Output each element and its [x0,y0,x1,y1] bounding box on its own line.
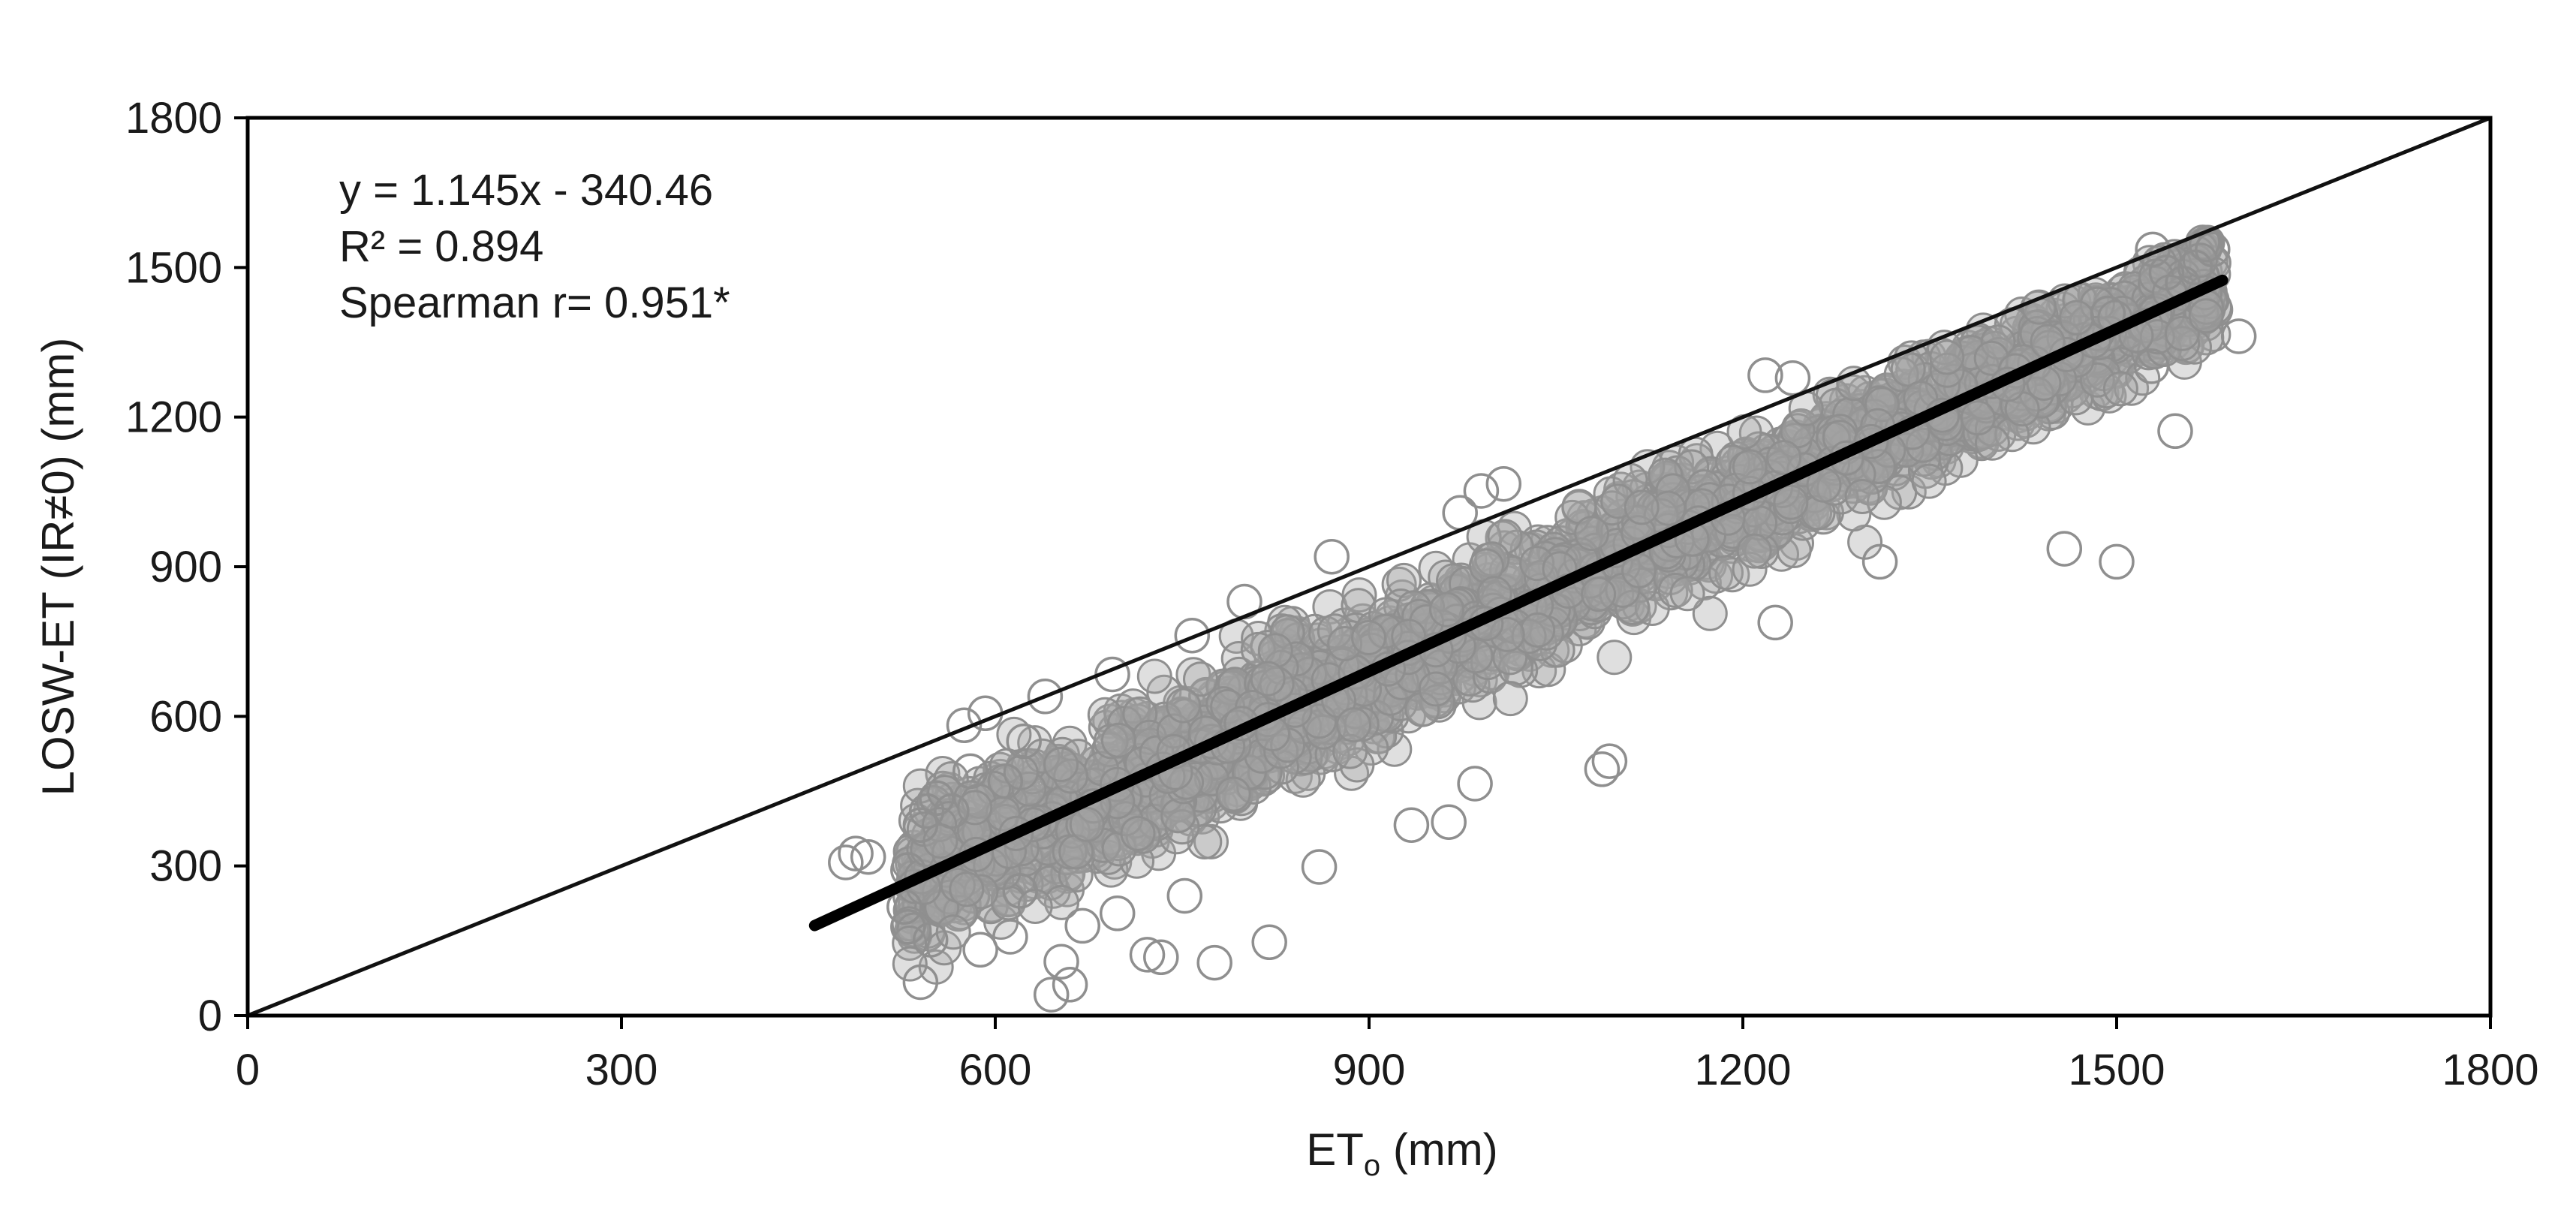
scatter-point [1429,591,1465,628]
y-tick-label: 300 [149,842,222,891]
y-axis-label: LOSW-ET (IR≠0) (mm) [33,338,83,796]
scatter-point [838,835,874,871]
equation-annotation: y = 1.145x - 340.46 [339,166,713,215]
scatter-point [1196,944,1232,981]
scatter-point [2046,531,2083,567]
scatter-point [828,844,864,880]
y-tick-label: 1800 [125,94,222,143]
scatter-point [2157,413,2193,450]
scatter-point [2102,371,2138,407]
scatter-point [1043,944,1079,980]
scatter-point [1250,661,1286,697]
scatter-point [962,932,998,968]
scatter-point [2188,298,2224,334]
scatter-point [1351,620,1386,655]
x-tick-label: 0 [236,1046,260,1094]
scatter-point [1669,576,1705,612]
scatter-point [1052,967,1088,1003]
y-tick-label: 1500 [125,243,222,292]
scatter-point [1591,743,1628,779]
spearman-annotation: Spearman r= 0.951* [339,278,730,327]
scatter-point [2099,543,2135,580]
scatter-point [1960,400,1996,436]
scatter-point [1136,658,1172,694]
scatter-point [1624,489,1660,525]
x-tick-label: 1500 [2068,1046,2165,1094]
x-axis-ticks: 0 300 600 900 1200 1500 1800 [236,1016,2539,1094]
scatter-point [1911,463,1947,499]
x-tick-label: 300 [585,1046,658,1094]
scatter-point [1099,895,1136,932]
x-tick-label: 900 [1333,1046,1406,1094]
scatter-point [1890,351,1926,387]
y-tick-label: 0 [198,992,222,1040]
y-tick-label: 600 [149,692,222,741]
scatter-point [1431,804,1467,840]
scatter-point [1418,671,1454,707]
scatter-point [996,716,1032,752]
scatter-point [1844,479,1880,514]
scatter-point [1166,877,1203,914]
scatter-point [1596,640,1633,676]
scatter-point [1064,907,1100,944]
y-axis-ticks: 0 300 600 900 1200 1500 1800 [125,94,248,1040]
scatter-point [1463,473,1500,509]
scatter-point [2059,299,2094,336]
x-axis-label: ETo (mm) [1306,1124,1498,1182]
scatter-point [957,790,993,826]
scatter-point [1043,747,1079,782]
scatter-point [1393,807,1430,843]
y-tick-label: 900 [149,543,222,591]
scatter-point [1929,339,1965,375]
regression-line [808,274,2228,932]
scatter-point [1033,977,1070,1013]
scatter-point [1485,465,1522,502]
scatter-point [949,871,985,907]
scatter-point [1341,577,1377,613]
scatter-point [1314,538,1350,575]
scatter-point [1520,612,1556,648]
scatter-point [1732,449,1768,485]
scatter-point [1492,681,1528,717]
scatter-point [1251,924,1287,961]
one-to-one-line [247,116,2491,1018]
scatter-point [1120,815,1156,851]
scatter-point [850,838,886,875]
scatter-point [1457,766,1493,802]
scatter-point [1766,440,1802,476]
scatter-point [922,823,958,859]
scatter-point [1736,533,1772,569]
scatter-point [1336,707,1371,743]
scatter-point [1773,484,1809,520]
scatter-point [1160,798,1196,834]
x-tick-label: 1800 [2442,1046,2538,1094]
scatter-point [1100,722,1136,758]
r-squared-annotation: R² = 0.894 [339,222,543,271]
scatter-point [1069,806,1105,842]
scatter-point [1386,562,1422,598]
scatter-point [1757,604,1793,641]
y-tick-label: 1200 [125,393,222,442]
x-tick-label: 1200 [1694,1046,1791,1094]
scatter-point [1574,516,1610,552]
scatter-point [1584,751,1621,787]
scatter-point [1215,776,1251,812]
scatter-point [1301,849,1338,885]
x-tick-label: 600 [959,1046,1032,1094]
scatter-point [1581,576,1617,613]
scatter-point [1166,688,1202,724]
point-cloud [891,224,2234,985]
